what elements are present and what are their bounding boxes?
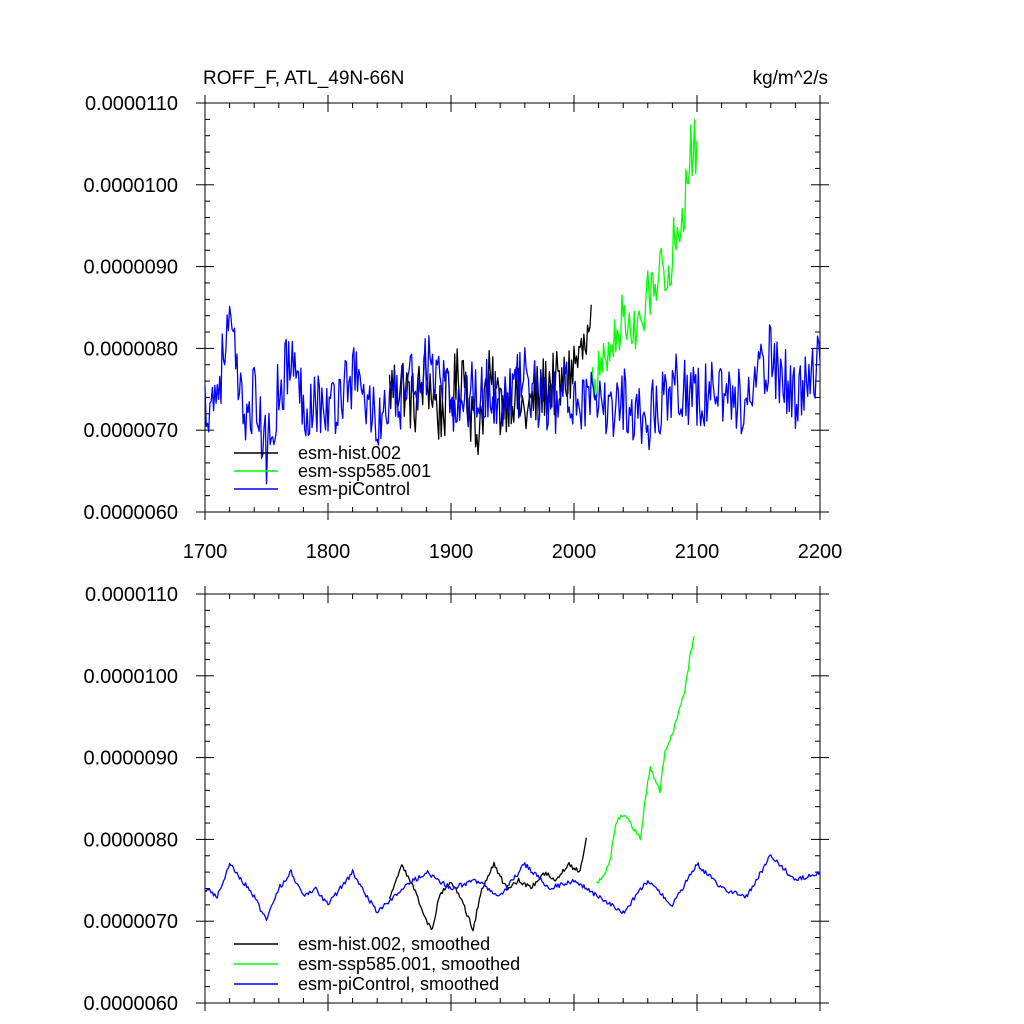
y-tick-label: 0.0000110 <box>85 93 178 115</box>
series-line <box>204 854 821 922</box>
y-tick-label: 0.0000080 <box>83 829 178 851</box>
x-tick-label: 1900 <box>429 541 474 563</box>
x-tick-label: 2000 <box>552 541 597 563</box>
series-line <box>204 305 821 485</box>
y-tick-label: 0.0000060 <box>83 502 178 524</box>
series-line <box>388 304 592 456</box>
bottom-panel: 0.0000060 0.0000070 0.0000080 0.0000090 0.00… <box>83 584 829 1015</box>
x-tick-label: 2100 <box>675 541 720 563</box>
y-tick-label: 0.0000060 <box>83 993 178 1015</box>
series-line <box>388 837 587 932</box>
units-label: kg/m^2/s <box>753 68 828 89</box>
series-line <box>596 636 696 884</box>
legend-label: esm-hist.002, smoothed <box>298 934 490 954</box>
x-tick-label: 1800 <box>306 541 351 563</box>
y-tick-label: 0.0000090 <box>83 748 178 770</box>
x-tick-label: 2200 <box>798 541 843 563</box>
y-tick-label: 0.0000100 <box>83 666 178 688</box>
y-tick-label: 0.0000070 <box>83 911 178 933</box>
legend-label: esm-piControl, smoothed <box>298 974 499 994</box>
y-tick-label: 0.0000070 <box>83 420 178 442</box>
plot-frame <box>204 102 821 513</box>
plot-frame <box>204 593 821 1004</box>
legend-label: esm-ssp585.001, smoothed <box>298 954 520 974</box>
x-tick-label: 1700 <box>183 541 228 563</box>
y-tick-label: 0.0000110 <box>85 584 178 606</box>
legend-label: esm-ssp585.001 <box>298 461 431 481</box>
legend-label: esm-hist.002 <box>298 443 401 463</box>
y-tick-label: 0.0000100 <box>83 175 178 197</box>
y-tick-label: 0.0000080 <box>83 338 178 360</box>
chart-title: ROFF_F, ATL_49N-66N <box>203 68 404 89</box>
legend-label: esm-piControl <box>298 479 410 499</box>
y-tick-label: 0.0000090 <box>83 257 178 279</box>
top-panel: ROFF_F, ATL_49N-66N kg/m^2/s 1700 1800 190… <box>83 68 842 563</box>
series-line <box>591 118 698 398</box>
